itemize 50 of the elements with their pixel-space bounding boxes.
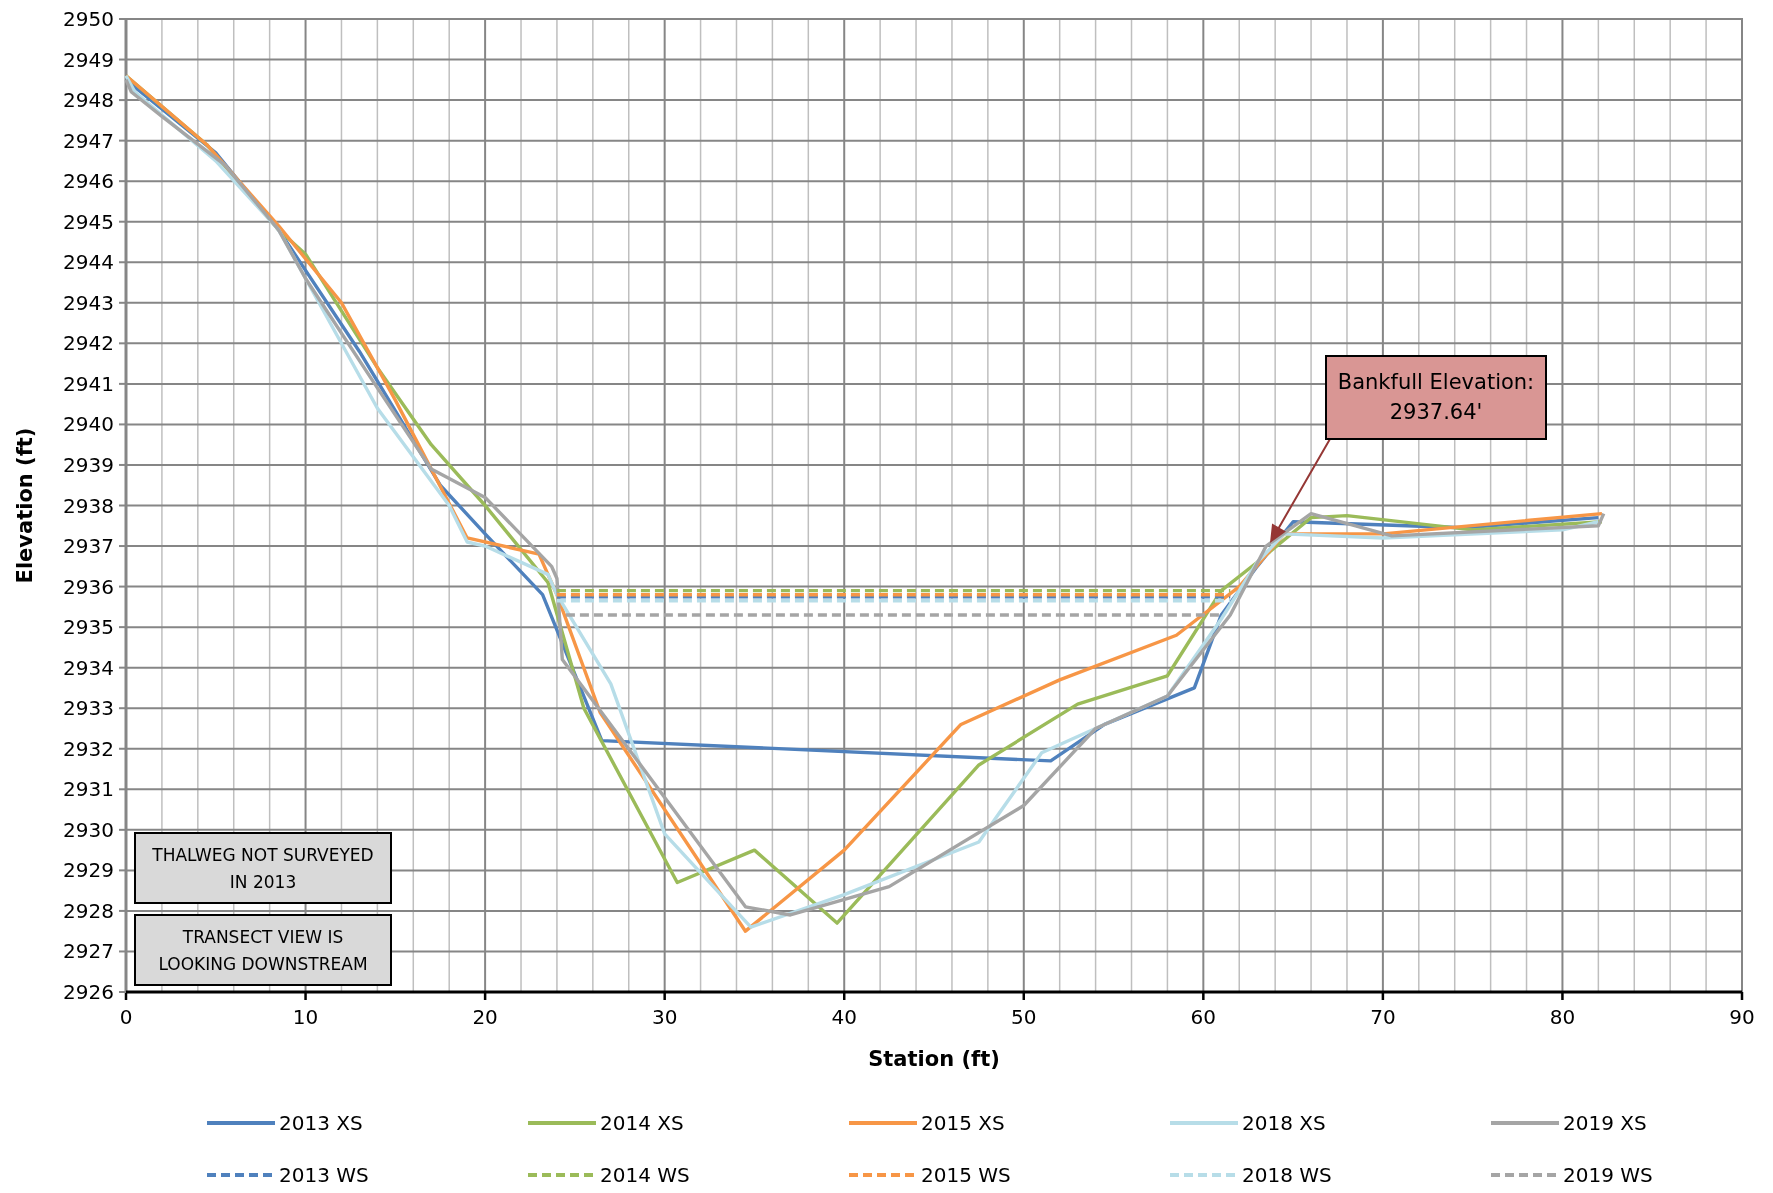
legend-label: 2015 WS	[921, 1163, 1011, 1187]
y-tick-label: 2945	[63, 209, 114, 234]
legend-label: 2019 WS	[1563, 1163, 1653, 1187]
legend-label: 2018 XS	[1242, 1111, 1326, 1135]
x-tick-label: 60	[1190, 1005, 1217, 1029]
legend-label: 2018 WS	[1242, 1163, 1332, 1187]
y-tick-label: 2943	[63, 290, 114, 315]
x-tick-label: 40	[831, 1005, 857, 1029]
legend-label: 2019 XS	[1563, 1111, 1647, 1135]
y-tick-label: 2929	[63, 858, 114, 883]
y-tick-label: 2932	[63, 736, 114, 761]
y-tick-label: 2941	[63, 371, 114, 396]
y-tick-label: 2930	[63, 817, 114, 842]
x-axis-title: Station (ft)	[868, 1047, 1000, 1071]
y-tick-label: 2928	[63, 898, 114, 923]
y-tick-label: 2926	[63, 980, 114, 1004]
annotation: THALWEG NOT SURVEYED IN 2013	[151, 845, 374, 892]
y-tick-label: 2948	[63, 88, 114, 113]
y-tick-label: 2936	[63, 574, 114, 599]
y-axis-title: Elevation (ft)	[13, 427, 37, 584]
y-tick-label: 2949	[63, 47, 114, 72]
legend-label: 2015 XS	[921, 1111, 1005, 1135]
x-tick-label: 10	[292, 1005, 319, 1029]
y-tick-label: 2950	[63, 7, 114, 31]
x-tick-label: 0	[119, 1005, 133, 1029]
x-tick-label: 20	[472, 1005, 498, 1029]
y-tick-label: 2942	[63, 331, 114, 356]
y-tick-label: 2933	[63, 696, 114, 721]
legend-label: 2014 XS	[600, 1111, 684, 1135]
y-tick-label: 2927	[63, 939, 114, 964]
annotation: TRANSECT VIEW IS LOOKING DOWNSTREAM	[158, 927, 368, 974]
y-tick-label: 2935	[63, 615, 114, 640]
y-tick-label: 2940	[63, 412, 114, 437]
x-tick-label: 90	[1729, 1005, 1755, 1029]
legend-label: 2013 WS	[279, 1163, 369, 1187]
y-tick-label: 2939	[63, 452, 114, 477]
legend-label: 2013 XS	[279, 1111, 363, 1135]
y-tick-label: 2944	[63, 250, 114, 275]
x-tick-label: 80	[1549, 1005, 1576, 1029]
y-tick-label: 2931	[63, 777, 114, 802]
x-tick-label: 50	[1011, 1005, 1037, 1029]
y-tick-label: 2947	[63, 128, 114, 153]
legend-label: 2014 WS	[600, 1163, 690, 1187]
y-tick-label: 2938	[63, 493, 114, 518]
x-tick-label: 70	[1370, 1005, 1396, 1029]
annotation: Bankfull Elevation: 2937.64'	[1337, 370, 1535, 424]
y-tick-label: 2937	[63, 534, 114, 559]
x-tick-label: 30	[651, 1005, 678, 1029]
y-tick-label: 2934	[63, 655, 114, 680]
y-tick-label: 2946	[63, 169, 114, 194]
